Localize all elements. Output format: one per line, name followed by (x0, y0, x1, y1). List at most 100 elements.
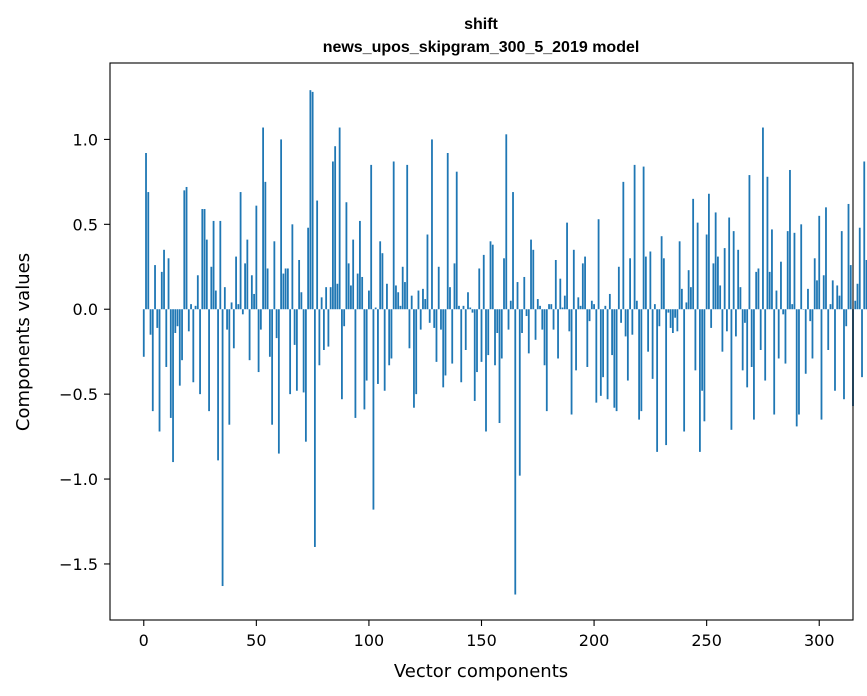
bar (699, 309, 701, 452)
bar (784, 309, 787, 364)
bar (563, 295, 566, 310)
bar (190, 304, 192, 310)
bar (413, 309, 415, 408)
bar (356, 273, 359, 310)
bar (145, 153, 147, 310)
bar (338, 127, 341, 310)
bar (354, 309, 357, 418)
bar (703, 309, 706, 422)
bar (347, 263, 350, 310)
x-tick-label: 150 (466, 631, 497, 650)
x-tick-label: 0 (139, 631, 149, 650)
bar (712, 263, 715, 310)
bar (843, 309, 845, 400)
bar (341, 309, 343, 400)
bar (714, 212, 717, 310)
bar (701, 309, 704, 391)
bar (825, 207, 827, 310)
bar (523, 276, 526, 310)
bar (570, 309, 573, 415)
bar (291, 224, 294, 310)
bar (307, 227, 310, 310)
bar (257, 309, 260, 373)
bar (322, 309, 325, 350)
bar (505, 134, 508, 310)
bar (726, 309, 728, 332)
bar (458, 305, 460, 310)
bar (764, 309, 767, 381)
bar (768, 271, 771, 310)
bar (172, 309, 174, 463)
bar (271, 309, 274, 425)
bar (694, 309, 697, 371)
bar (503, 258, 505, 310)
bar (286, 268, 289, 310)
bar (485, 309, 487, 432)
bar (687, 270, 690, 310)
bar (498, 309, 501, 424)
y-tick-label: 0.5 (73, 215, 98, 234)
bar (816, 280, 818, 310)
bar (545, 309, 548, 412)
bar (149, 309, 152, 335)
bar (762, 127, 764, 310)
bar (433, 309, 436, 328)
bar (154, 265, 156, 310)
bar (275, 309, 278, 339)
bar (804, 309, 807, 374)
bar (404, 282, 406, 310)
bar (665, 309, 668, 446)
bar (514, 309, 517, 595)
bar (467, 292, 469, 310)
bar (496, 309, 499, 333)
bar (586, 309, 589, 367)
bar (595, 309, 598, 403)
bar (590, 300, 593, 310)
bar (442, 309, 445, 388)
bar (847, 203, 850, 310)
y-tick-label: 0.0 (73, 300, 98, 319)
bar (476, 309, 478, 373)
bar (302, 309, 305, 393)
bar (194, 305, 197, 310)
bar (638, 309, 641, 420)
bar (809, 309, 812, 322)
bar (689, 287, 692, 310)
bar (617, 266, 620, 310)
bar (192, 309, 195, 383)
bar (568, 309, 571, 332)
bar (368, 290, 370, 310)
bar (543, 309, 546, 366)
bar (838, 295, 841, 310)
bar (289, 309, 292, 395)
bar (473, 309, 476, 401)
bar (246, 239, 249, 310)
bar (176, 309, 179, 327)
bar (293, 309, 296, 345)
bar (559, 278, 562, 310)
bar (422, 288, 424, 310)
bar (753, 309, 755, 420)
bar (350, 285, 352, 310)
bar (329, 287, 332, 310)
bar (482, 254, 485, 310)
bar (829, 304, 832, 310)
y-tick-label: 1.0 (73, 130, 98, 149)
bar (201, 209, 204, 310)
bar (633, 164, 636, 310)
bar (374, 307, 377, 310)
bar (626, 309, 629, 381)
y-axis-label: Components values (13, 253, 34, 431)
bar (334, 146, 337, 310)
bar (248, 309, 251, 361)
bar (419, 309, 422, 330)
bar (480, 309, 483, 362)
bar (791, 304, 794, 310)
bar (588, 309, 591, 322)
bar (572, 249, 575, 310)
bar (581, 263, 584, 310)
bar (158, 309, 161, 432)
bar (230, 302, 233, 310)
bar (737, 249, 740, 310)
bar (426, 234, 429, 310)
